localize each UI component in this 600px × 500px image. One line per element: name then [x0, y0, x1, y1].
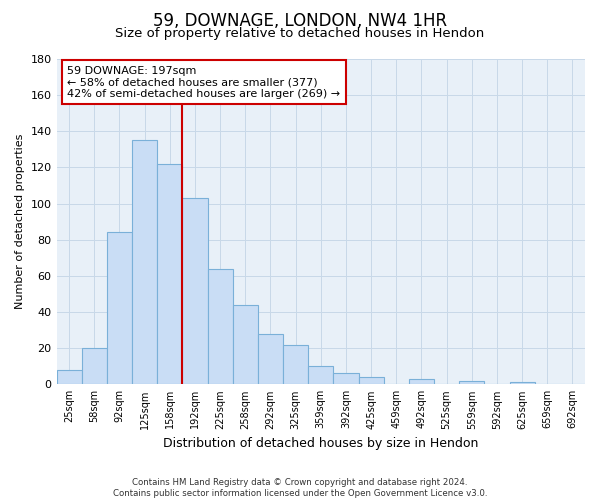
Bar: [208, 268, 233, 384]
Bar: [132, 140, 157, 384]
Bar: [258, 334, 283, 384]
Bar: [283, 344, 308, 385]
Bar: [509, 382, 535, 384]
Bar: [82, 348, 107, 385]
Text: 59, DOWNAGE, LONDON, NW4 1HR: 59, DOWNAGE, LONDON, NW4 1HR: [153, 12, 447, 30]
Text: 59 DOWNAGE: 197sqm
← 58% of detached houses are smaller (377)
42% of semi-detach: 59 DOWNAGE: 197sqm ← 58% of detached hou…: [67, 66, 340, 98]
Bar: [308, 366, 334, 384]
Bar: [107, 232, 132, 384]
Bar: [409, 379, 434, 384]
Y-axis label: Number of detached properties: Number of detached properties: [15, 134, 25, 310]
Bar: [182, 198, 208, 384]
Bar: [157, 164, 182, 384]
Text: Size of property relative to detached houses in Hendon: Size of property relative to detached ho…: [115, 28, 485, 40]
X-axis label: Distribution of detached houses by size in Hendon: Distribution of detached houses by size …: [163, 437, 478, 450]
Bar: [56, 370, 82, 384]
Text: Contains HM Land Registry data © Crown copyright and database right 2024.
Contai: Contains HM Land Registry data © Crown c…: [113, 478, 487, 498]
Bar: [233, 305, 258, 384]
Bar: [359, 377, 383, 384]
Bar: [459, 380, 484, 384]
Bar: [334, 374, 359, 384]
